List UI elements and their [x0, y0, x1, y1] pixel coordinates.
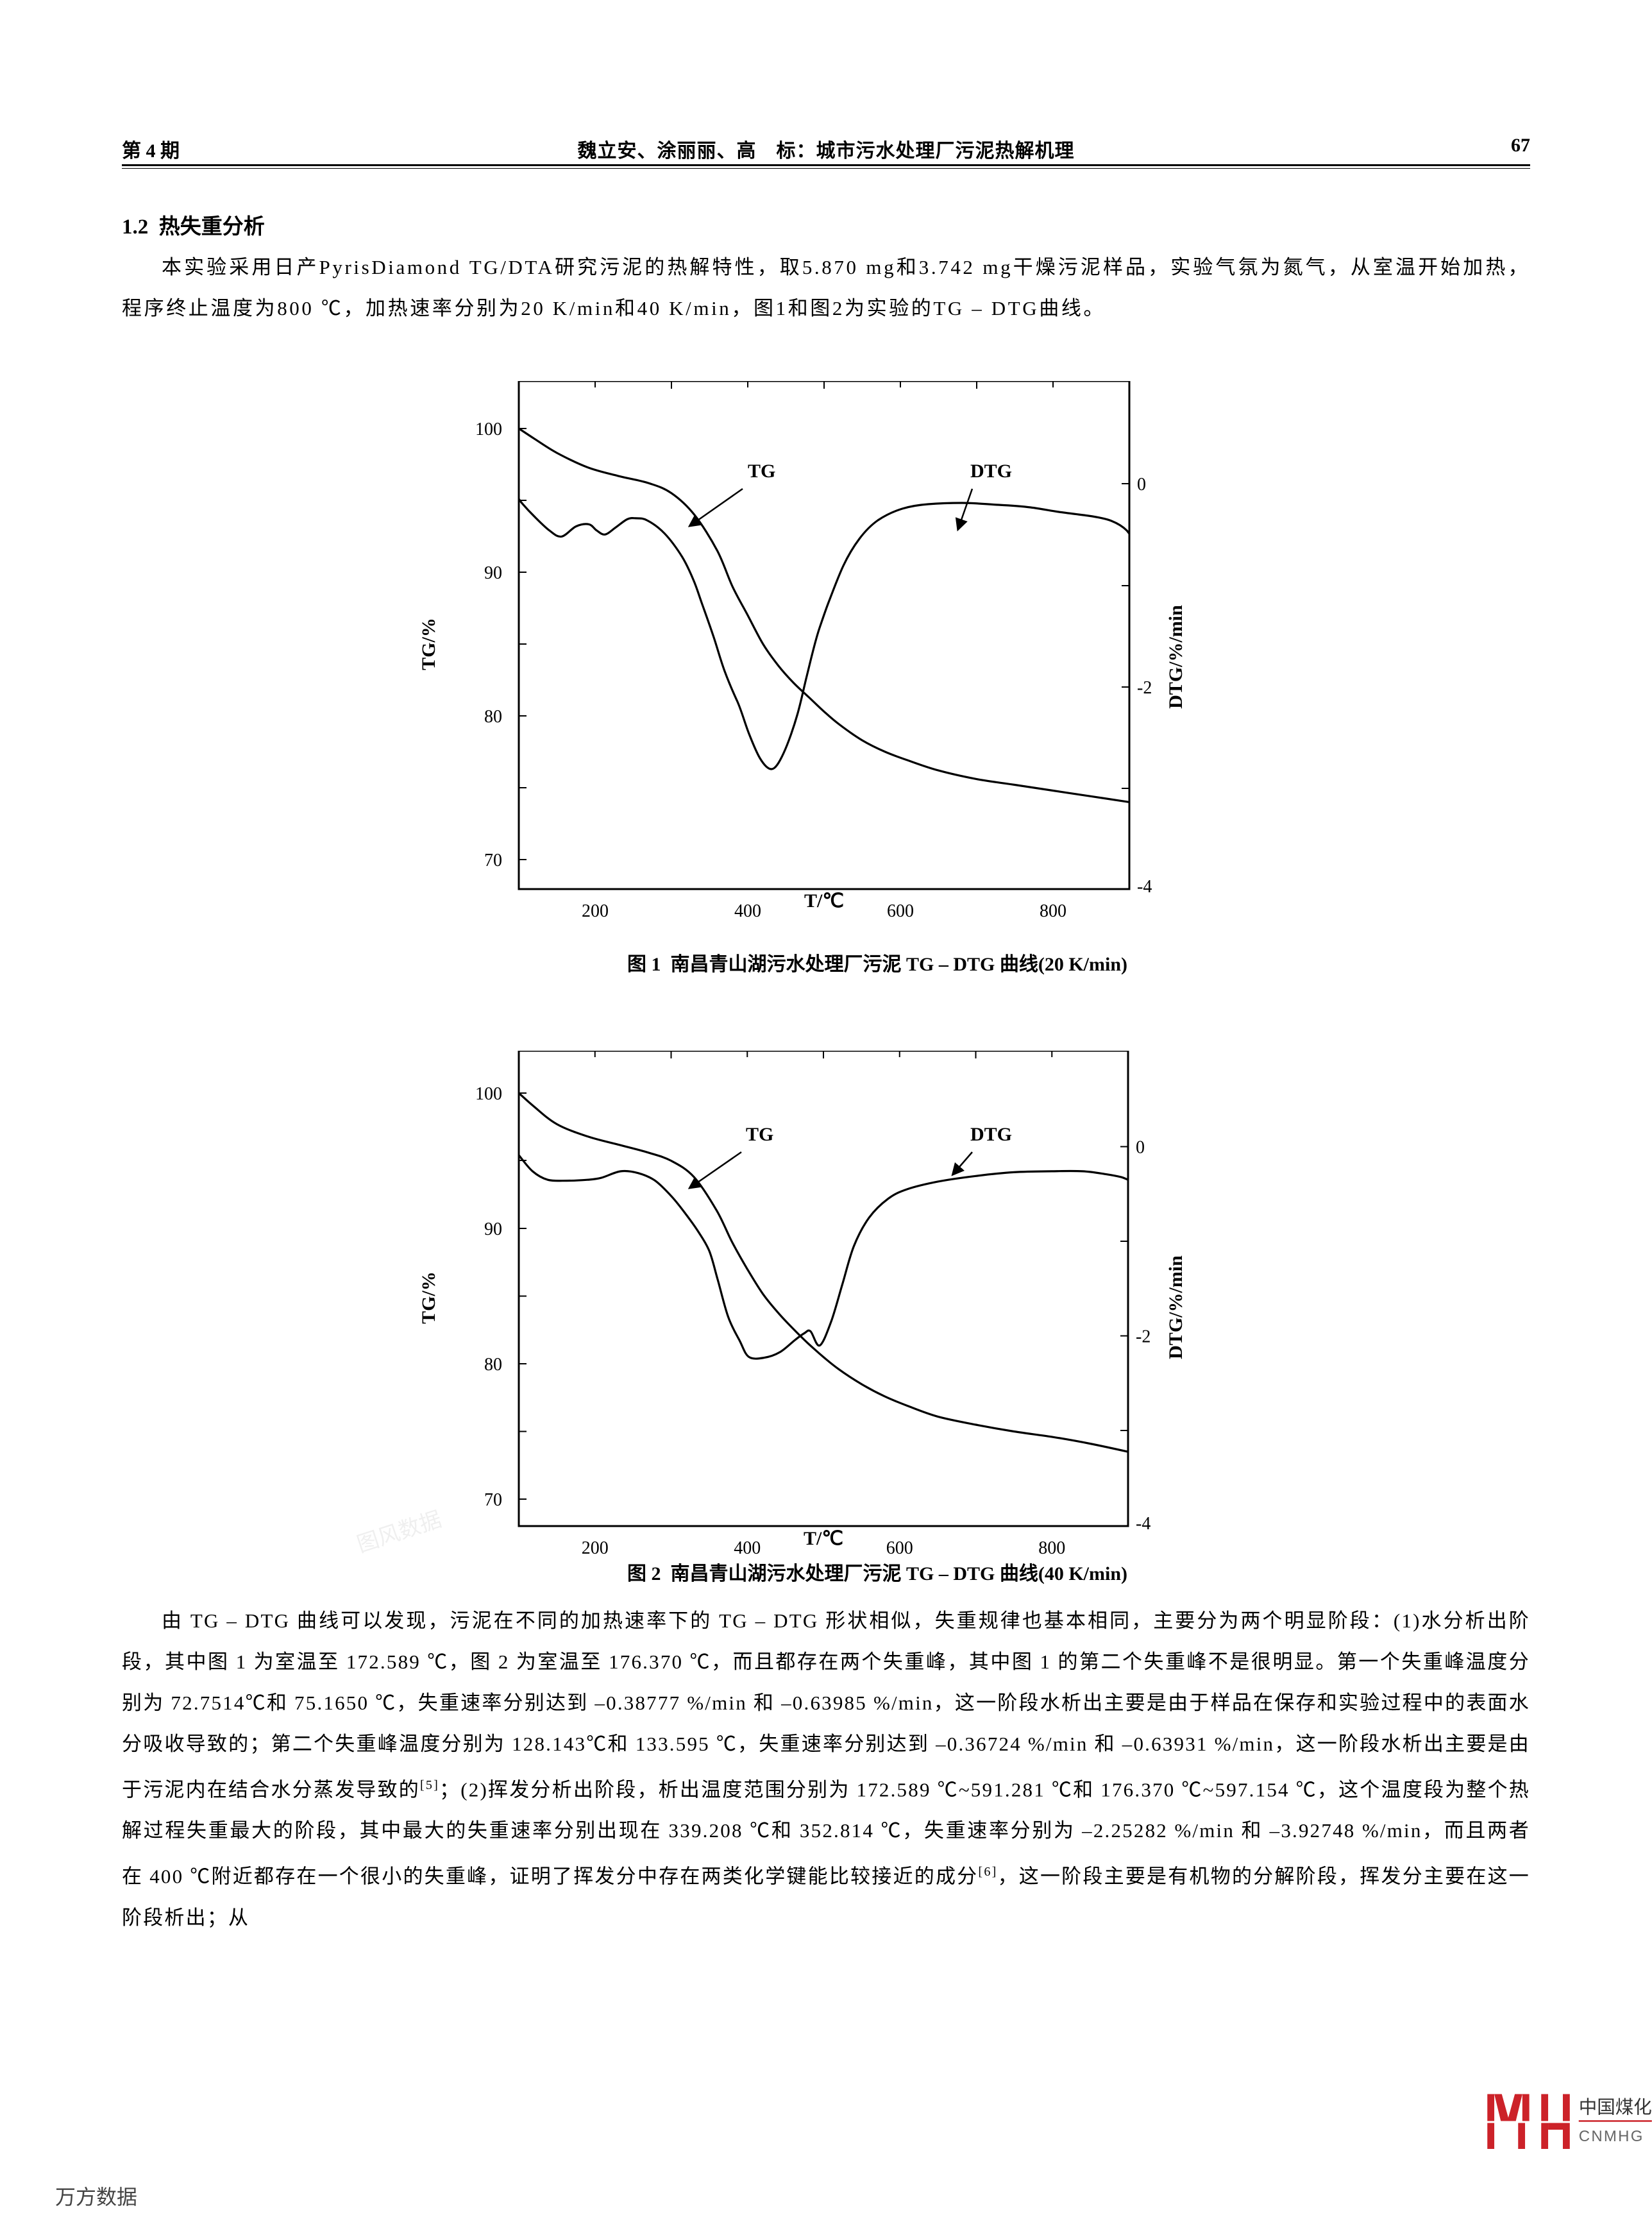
- svg-text:600: 600: [886, 1538, 913, 1558]
- svg-text:-4: -4: [1137, 877, 1152, 897]
- svg-text:TG/%: TG/%: [418, 618, 439, 670]
- svg-text:DTG: DTG: [970, 1124, 1012, 1145]
- svg-text:T/℃: T/℃: [804, 1528, 843, 1549]
- svg-text:80: 80: [484, 707, 502, 727]
- svg-text:200: 200: [582, 1538, 609, 1558]
- svg-text:100: 100: [475, 420, 502, 439]
- svg-text:DTG: DTG: [970, 461, 1012, 482]
- svg-text:90: 90: [484, 563, 502, 583]
- svg-text:70: 70: [484, 851, 502, 870]
- svg-text:0: 0: [1136, 1138, 1145, 1158]
- svg-text:T/℃: T/℃: [804, 890, 844, 912]
- svg-text:600: 600: [887, 901, 914, 921]
- svg-text:100: 100: [475, 1084, 502, 1104]
- svg-text:80: 80: [484, 1355, 502, 1375]
- svg-text:0: 0: [1137, 475, 1146, 495]
- svg-text:中国煤化工: 中国煤化工: [1579, 2098, 1652, 2118]
- svg-text:90: 90: [484, 1219, 502, 1239]
- svg-text:DTG/%/min: DTG/%/min: [1165, 605, 1186, 709]
- svg-text:-2: -2: [1136, 1327, 1150, 1347]
- svg-text:200: 200: [582, 901, 609, 921]
- svg-text:TG: TG: [748, 461, 775, 482]
- svg-text:800: 800: [1040, 901, 1066, 921]
- svg-text:400: 400: [734, 1538, 761, 1558]
- svg-text:800: 800: [1038, 1538, 1065, 1558]
- svg-text:CNMHG: CNMHG: [1579, 2128, 1644, 2145]
- svg-text:-2: -2: [1137, 678, 1152, 698]
- svg-text:-4: -4: [1136, 1514, 1150, 1534]
- svg-text:TG/%: TG/%: [418, 1271, 439, 1324]
- svg-text:TG: TG: [746, 1124, 773, 1145]
- svg-text:DTG/%/min: DTG/%/min: [1165, 1255, 1186, 1359]
- svg-text:400: 400: [734, 901, 761, 921]
